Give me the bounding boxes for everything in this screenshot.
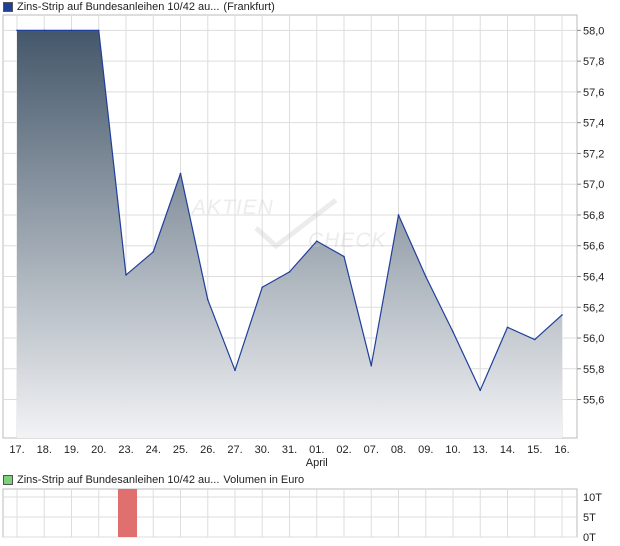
y-tick-label: 57,2	[583, 148, 604, 160]
price-series	[16, 29, 563, 392]
price-point	[315, 240, 318, 242]
y-tick-label: 56,2	[583, 302, 604, 314]
price-line-segment	[179, 173, 209, 300]
aktiencheck-watermark: AKTIEN CHECK	[190, 196, 387, 252]
watermark-line1: AKTIEN	[190, 196, 274, 219]
volume-legend-title: Zins-Strip auf Bundesanleihen 10/42 au..…	[17, 474, 220, 486]
y-tick-label: 55,6	[583, 395, 604, 407]
price-point	[234, 369, 236, 372]
x-tick-label: 09.	[418, 444, 433, 456]
price-line-segment	[452, 331, 481, 391]
x-tick-label: 08.	[391, 444, 406, 456]
price-line-segment	[289, 240, 318, 273]
price-point	[452, 331, 454, 333]
price-legend-exchange: (Frankfurt)	[223, 1, 275, 13]
price-y-axis: 55,6 55,8 56,0 56,2 56,4 56,6 56,8 57,0 57,2 57,4…	[577, 25, 604, 407]
y-tick-label: 56,6	[583, 241, 604, 253]
x-tick-label: 07.	[364, 444, 379, 456]
volume-series	[118, 489, 137, 537]
price-point	[152, 251, 155, 253]
y-tick-label: 56,8	[583, 210, 604, 222]
price-point	[179, 172, 182, 175]
watermark-line2: CHECK	[308, 229, 387, 252]
price-point	[97, 29, 100, 32]
x-tick-label: 20.	[91, 444, 106, 456]
price-line-segment	[125, 251, 154, 276]
price-line-segment	[425, 276, 454, 333]
y-tick-label: 55,8	[583, 364, 604, 376]
price-point	[125, 274, 127, 276]
price-point	[206, 298, 209, 301]
price-point	[479, 389, 482, 392]
volume-legend-unit: Volumen in Euro	[223, 474, 305, 486]
volume-y-tick-label: 5T	[583, 512, 596, 524]
price-point	[561, 314, 563, 316]
volume-y-tick-label: 10T	[583, 492, 602, 504]
price-point	[533, 338, 536, 341]
x-tick-label: 17.	[9, 444, 24, 456]
x-tick-label: 15.	[527, 444, 542, 456]
y-tick-label: 58,0	[583, 25, 604, 37]
price-line-segment	[234, 287, 263, 371]
price-point	[506, 326, 509, 329]
x-tick-label: 26.	[200, 444, 215, 456]
price-line-segment	[370, 214, 400, 366]
x-tick-label: 10.	[445, 444, 460, 456]
y-tick-label: 57,4	[583, 118, 604, 130]
x-tick-label: 14.	[500, 444, 515, 456]
price-point	[70, 29, 73, 32]
x-tick-label: 27.	[227, 444, 242, 456]
x-tick-label: 19.	[64, 444, 79, 456]
volume-grid	[3, 489, 577, 538]
volume-y-axis: 10T 5T 0T	[583, 492, 602, 544]
volume-plot: 10T 5T 0T	[2, 488, 602, 544]
price-line-segment	[343, 256, 372, 366]
x-tick-label: 16.	[554, 444, 569, 456]
price-line-segment	[479, 327, 509, 391]
y-tick-label: 57,0	[583, 179, 604, 191]
price-line-segment	[316, 240, 345, 258]
price-point	[16, 29, 18, 32]
x-tick-label: 30.	[255, 444, 270, 456]
price-line-segment	[397, 214, 427, 277]
price-legend: Zins-Strip auf Bundesanleihen 10/42 au..…	[3, 0, 275, 14]
price-point	[424, 275, 427, 278]
watermark-check-icon	[254, 198, 338, 250]
price-plot: AKTIEN CHECK 55,6 55,8 56,0 56,2 56,4 56,6 56,…	[2, 14, 604, 469]
x-tick-label: 24.	[146, 444, 161, 456]
y-tick-label: 56,0	[583, 333, 604, 345]
volume-y-tick-label: 0T	[583, 532, 596, 544]
x-tick-label: 18.	[37, 444, 52, 456]
volume-bar	[118, 489, 137, 537]
x-tick-label: 23.	[118, 444, 133, 456]
price-line-segment	[534, 314, 563, 341]
y-tick-label: 57,8	[583, 56, 604, 68]
price-line-segment	[98, 30, 127, 276]
x-tick-label: 02.	[336, 444, 351, 456]
x-tick-label: 31.	[282, 444, 297, 456]
price-line-segment	[261, 271, 290, 288]
price-legend-swatch	[3, 2, 13, 12]
price-line-segment	[207, 299, 236, 371]
price-x-axis: 17. 18. 19. 20. 23. 24. 25. 26. 27. 30. 31. 01. 02. 0…	[9, 444, 569, 456]
price-point	[343, 255, 345, 258]
price-legend-title: Zins-Strip auf Bundesanleihen 10/42 au..…	[17, 1, 220, 13]
x-tick-label: 25.	[173, 444, 188, 456]
price-point	[397, 214, 400, 216]
price-point	[43, 29, 46, 32]
volume-legend-swatch	[3, 475, 13, 485]
price-point	[370, 364, 373, 367]
price-point	[288, 271, 291, 273]
price-line-segment	[152, 173, 182, 253]
x-tick-label: 01.	[309, 444, 324, 456]
price-point	[261, 286, 264, 289]
x-tick-label: 13.	[473, 444, 488, 456]
y-tick-label: 57,6	[583, 87, 604, 99]
volume-legend: Zins-Strip auf Bundesanleihen 10/42 au..…	[3, 473, 304, 487]
x-axis-month-label: April	[306, 457, 328, 469]
price-area-fill	[17, 30, 562, 439]
y-tick-label: 56,4	[583, 271, 604, 283]
price-line-segment	[507, 326, 535, 341]
